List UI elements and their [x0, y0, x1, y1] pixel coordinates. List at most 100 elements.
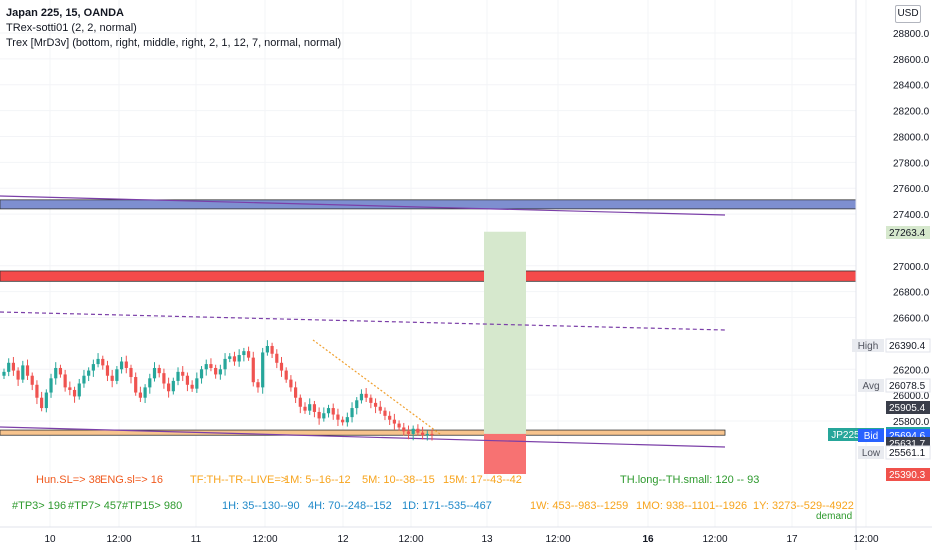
candle: [425, 433, 429, 436]
candle: [129, 367, 133, 378]
symbol-title[interactable]: Japan 225, 15, OANDA: [6, 7, 124, 19]
tf-15m-text: 15M: 17--43--42: [443, 474, 522, 486]
candle: [214, 367, 218, 375]
price-label-value: 27263.4: [889, 228, 926, 239]
candle: [119, 361, 124, 370]
candle: [101, 358, 105, 366]
candle: [242, 351, 246, 356]
candle: [44, 392, 48, 409]
candle: [223, 358, 227, 370]
candle: [49, 378, 53, 393]
price-tick-label: 27400.0: [893, 210, 930, 221]
candle: [138, 392, 142, 398]
price-label-tag: [858, 429, 884, 442]
candle: [63, 374, 67, 388]
price-label-neutral: [885, 445, 931, 460]
candle: [265, 345, 269, 353]
candle: [308, 404, 312, 411]
tf-4h-text: 4H: 70--248--152: [308, 500, 392, 512]
candle: [261, 352, 265, 388]
candle: [364, 393, 368, 398]
time-tick-label: 12:00: [853, 534, 878, 545]
upper-trendline: [0, 195, 726, 216]
candle: [209, 364, 213, 368]
candle: [331, 408, 335, 415]
time-tick-day: 12: [337, 534, 349, 545]
candle: [77, 383, 81, 397]
time-tick-label: 12:00: [106, 534, 131, 545]
candle: [228, 356, 232, 359]
time-tick-day: 16: [642, 534, 654, 545]
price-tick-label: 28800.0: [893, 29, 930, 40]
candle: [237, 355, 241, 362]
indicator-trex-mrd3v[interactable]: Trex [MrD3v] (bottom, right, middle, rig…: [6, 37, 342, 49]
price-label-tag: [858, 379, 884, 392]
candles-layer: [2, 340, 434, 441]
candle: [298, 397, 302, 407]
candle: [30, 375, 34, 385]
tp3-text: #TP3> 196: [12, 500, 67, 512]
candle: [195, 378, 199, 389]
tf-5m-text: 5M: 10--38--15: [362, 474, 435, 486]
candle: [369, 397, 373, 403]
candle: [218, 369, 222, 375]
candle: [232, 356, 237, 362]
candle: [246, 351, 251, 358]
candle: [322, 413, 326, 419]
candle: [185, 375, 190, 385]
time-tick-day: 11: [191, 534, 202, 545]
candle: [162, 373, 166, 384]
candle: [359, 393, 364, 401]
tf-1w-text: 1W: 453--983--1259: [530, 500, 629, 512]
price-tick-label: 26200.0: [893, 365, 930, 376]
grid: [0, 0, 867, 527]
demand-label: demand: [816, 511, 853, 522]
time-axis[interactable]: 10 12:00 11 12:00 12 12:00 13 12:00 16 12:00 17 12:…: [44, 534, 879, 545]
price-label-name: Avg: [862, 381, 879, 392]
price-label-value: 25694.6: [889, 431, 926, 442]
candle: [152, 367, 157, 379]
price-label-stop: [886, 468, 930, 481]
price-label-value: 26078.5: [889, 381, 926, 392]
candle: [336, 414, 340, 420]
price-label-tag: [858, 446, 884, 459]
currency-button[interactable]: USD: [895, 5, 921, 23]
price-axis[interactable]: 28800.0 28600.0 28400.0 28200.0 28000.0 27800…: [893, 29, 930, 428]
tf-1y-text: 1Y: 3273--529--4922: [753, 500, 854, 512]
candle: [345, 417, 349, 423]
price-label-value: 25905.4: [889, 403, 926, 414]
candle: [275, 353, 279, 363]
price-label-target: [886, 226, 930, 239]
candle: [411, 428, 415, 434]
price-label-tag: [852, 339, 884, 352]
candle: [134, 377, 138, 393]
supply-zone-red: [0, 270, 857, 282]
candle: [40, 397, 44, 409]
price-label-name: JP225USD: [831, 430, 880, 441]
tf-1m-text: 1M: 5--16--12: [284, 474, 351, 486]
candle: [7, 362, 11, 372]
candle: [167, 383, 171, 392]
lower-trendline: [0, 426, 726, 448]
candle: [176, 371, 180, 381]
candle: [157, 367, 161, 374]
candle: [392, 419, 396, 424]
price-tick-label: 25800.0: [893, 417, 930, 428]
trendlines-layer: [0, 195, 726, 448]
candle: [11, 362, 16, 371]
candle: [420, 432, 425, 436]
price-tick-label: 27600.0: [893, 184, 930, 195]
candle: [35, 384, 39, 398]
candle: [317, 411, 321, 419]
time-tick-day: 17: [786, 534, 798, 545]
candle: [279, 362, 284, 371]
demand-zone-orange: [0, 429, 726, 436]
price-label-neutral: [885, 338, 931, 353]
candle: [16, 370, 20, 380]
indicator-trex-sotti[interactable]: TRex-sotti01 (2, 2, normal): [6, 22, 137, 34]
candle: [199, 369, 204, 379]
candle: [171, 380, 175, 392]
price-tick-label: 28000.0: [893, 132, 930, 143]
candle: [402, 427, 406, 432]
